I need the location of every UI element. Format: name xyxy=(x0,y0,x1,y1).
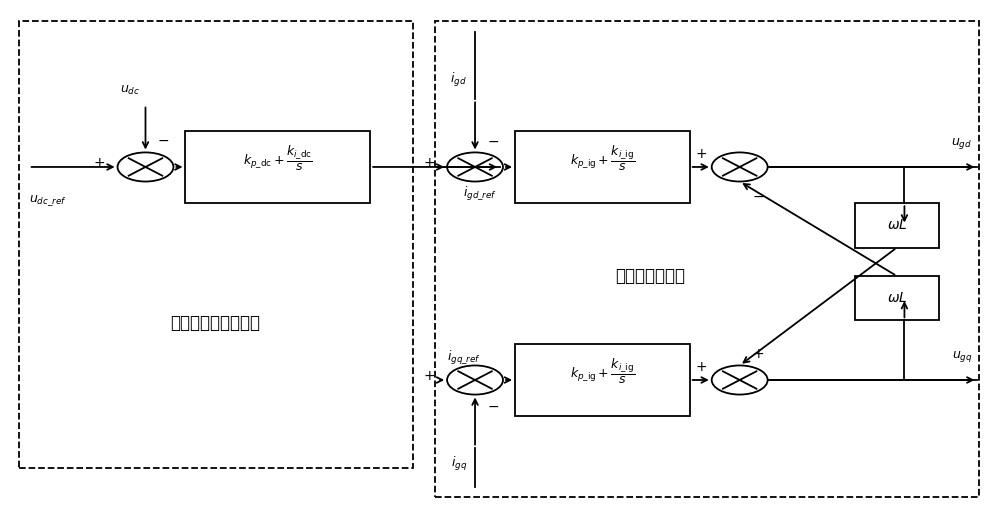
Text: $+$: $+$ xyxy=(423,369,435,383)
Bar xyxy=(515,344,690,416)
Text: $-$: $-$ xyxy=(487,134,499,148)
Bar xyxy=(855,203,939,247)
Bar xyxy=(19,21,413,468)
Text: $i_{gd}$: $i_{gd}$ xyxy=(450,71,467,89)
Circle shape xyxy=(447,365,503,394)
Text: 网侧直流电压控制环: 网侧直流电压控制环 xyxy=(170,314,260,332)
Text: $u_{gq}$: $u_{gq}$ xyxy=(952,350,972,364)
Text: $+$: $+$ xyxy=(695,360,707,374)
Text: $k_{p\_\mathrm{ig}}+\dfrac{k_{i\_\mathrm{ig}}}{s}$: $k_{p\_\mathrm{ig}}+\dfrac{k_{i\_\mathrm… xyxy=(570,144,635,173)
Bar xyxy=(855,276,939,320)
Bar xyxy=(185,131,370,203)
Text: $-$: $-$ xyxy=(752,189,764,203)
Text: $\omega L$: $\omega L$ xyxy=(887,218,907,232)
Text: $\omega L$: $\omega L$ xyxy=(887,291,907,305)
Circle shape xyxy=(712,153,768,181)
Text: $u_{dc}$: $u_{dc}$ xyxy=(120,84,140,97)
Text: $+$: $+$ xyxy=(423,156,435,170)
Text: $-$: $-$ xyxy=(157,133,170,147)
Text: $k_{p\_\mathrm{ig}}+\dfrac{k_{i\_\mathrm{ig}}}{s}$: $k_{p\_\mathrm{ig}}+\dfrac{k_{i\_\mathrm… xyxy=(570,357,635,386)
Text: 网侧电流控制环: 网侧电流控制环 xyxy=(615,267,685,285)
Text: $+$: $+$ xyxy=(93,156,106,170)
Circle shape xyxy=(118,153,173,181)
Circle shape xyxy=(447,153,503,181)
Text: $+$: $+$ xyxy=(752,348,764,361)
Text: $i_{gq\_ref}$: $i_{gq\_ref}$ xyxy=(447,349,481,367)
Bar xyxy=(515,131,690,203)
Text: $i_{gq}$: $i_{gq}$ xyxy=(451,455,467,474)
Text: $k_{p\_\mathrm{dc}}+\dfrac{k_{i\_\mathrm{dc}}}{s}$: $k_{p\_\mathrm{dc}}+\dfrac{k_{i\_\mathrm… xyxy=(243,144,313,173)
Text: $-$: $-$ xyxy=(487,399,499,413)
Text: $u_{dc\_ref}$: $u_{dc\_ref}$ xyxy=(29,193,66,208)
Text: $u_{gd}$: $u_{gd}$ xyxy=(951,137,972,152)
Text: $i_{gd\_ref}$: $i_{gd\_ref}$ xyxy=(463,185,497,203)
Bar xyxy=(435,21,979,497)
Circle shape xyxy=(712,365,768,394)
Text: $+$: $+$ xyxy=(695,147,707,161)
